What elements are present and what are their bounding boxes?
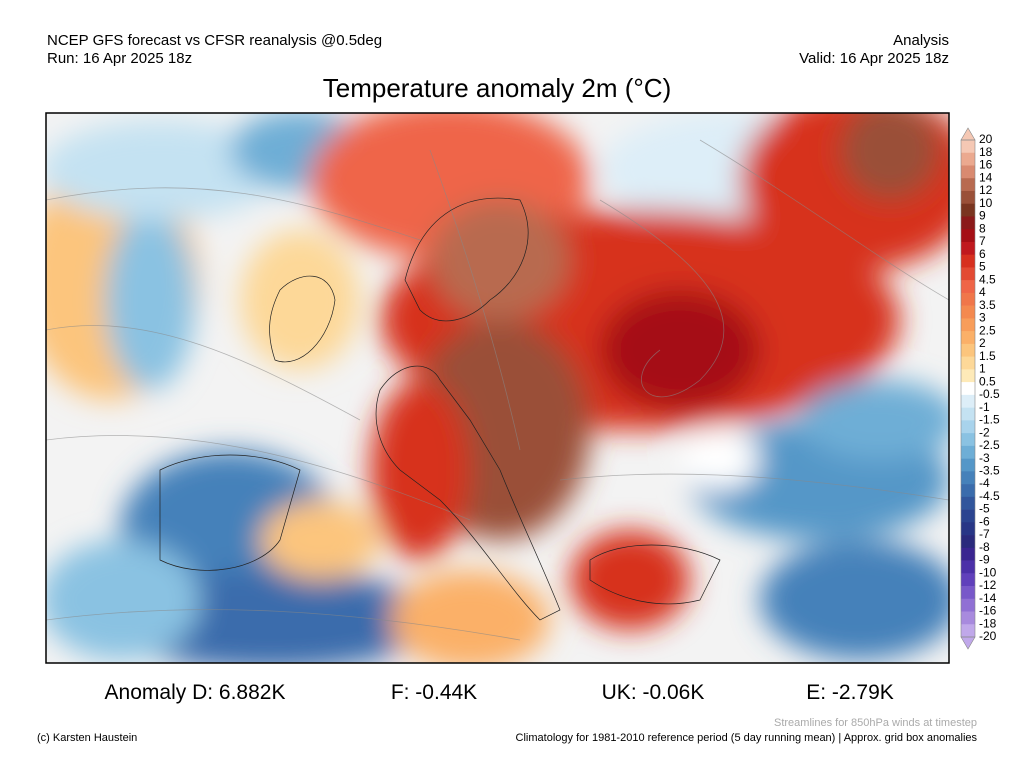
colorbar-segment — [961, 356, 975, 370]
colorbar-label: 5 — [979, 260, 986, 274]
colorbar-segment — [961, 292, 975, 306]
colorbar-label: -2 — [979, 425, 990, 439]
stat: E: -2.79K — [806, 681, 894, 704]
colorbar-segment — [961, 318, 975, 332]
colorbar-label: -9 — [979, 553, 990, 567]
colorbar: 201816141210987654.543.532.521.510.5-0.5… — [960, 127, 1000, 650]
colorbar-segment — [961, 254, 975, 268]
colorbar-segment — [961, 369, 975, 383]
colorbar-label: 9 — [979, 209, 986, 223]
colorbar-label: 3 — [979, 311, 986, 325]
colorbar-label: 16 — [979, 158, 993, 172]
colorbar-label: -8 — [979, 540, 990, 554]
map — [46, 113, 949, 663]
credit: (c) Karsten Haustein — [37, 732, 137, 744]
colorbar-label: 14 — [979, 170, 993, 184]
colorbar-label: 2.5 — [979, 323, 996, 337]
colorbar-segment — [961, 560, 975, 574]
colorbar-label: 20 — [979, 132, 993, 146]
colorbar-label: 0.5 — [979, 374, 996, 388]
colorbar-segment — [961, 611, 975, 625]
colorbar-segment — [961, 140, 975, 154]
climatology: Climatology for 1981-2010 reference peri… — [516, 732, 978, 744]
colorbar-segment — [961, 624, 975, 638]
colorbar-segment — [961, 267, 975, 281]
colorbar-label: -5 — [979, 502, 990, 516]
colorbar-segment — [961, 343, 975, 357]
colorbar-label: -2.5 — [979, 438, 1000, 452]
colorbar-label: -7 — [979, 527, 990, 541]
colorbar-label: 10 — [979, 196, 993, 210]
colorbar-frame — [960, 139, 976, 638]
colorbar-label: -0.5 — [979, 387, 1000, 401]
colorbar-segment — [961, 407, 975, 421]
colorbar-segment — [961, 305, 975, 319]
colorbar-segment — [961, 165, 975, 179]
colorbar-label: 1 — [979, 362, 986, 376]
colorbar-segment — [961, 573, 975, 587]
colorbar-segment — [961, 598, 975, 612]
colorbar-segment — [961, 458, 975, 472]
colorbar-label: -12 — [979, 578, 997, 592]
colorbar-segment — [961, 280, 975, 294]
colorbar-label: 1.5 — [979, 349, 996, 363]
stat: F: -0.44K — [391, 681, 477, 704]
colorbar-segment — [961, 535, 975, 549]
map-title: Temperature anomaly 2m (°C) — [323, 73, 672, 103]
colorbar-label: -10 — [979, 565, 997, 579]
map-frame — [45, 112, 950, 664]
colorbar-segment — [961, 241, 975, 255]
colorbar-label: -4 — [979, 476, 990, 490]
colorbar-label: -1 — [979, 400, 990, 414]
colorbar-label: -3.5 — [979, 464, 1000, 478]
colorbar-segment — [961, 496, 975, 510]
colorbar-label: 18 — [979, 145, 993, 159]
colorbar-label: 8 — [979, 221, 986, 235]
colorbar-segment — [961, 190, 975, 205]
colorbar-segment — [961, 216, 975, 230]
colorbar-label: -1.5 — [979, 413, 1000, 427]
colorbar-label: -14 — [979, 591, 997, 605]
colorbar-segment — [961, 522, 975, 536]
colorbar-cap — [960, 127, 976, 141]
header-line: Valid: 16 Apr 2025 18z — [799, 50, 949, 67]
colorbar-label: -16 — [979, 604, 997, 618]
stat: Anomaly D: 6.882K — [105, 681, 286, 704]
colorbar-label: -18 — [979, 616, 997, 630]
colorbar-segment — [961, 420, 975, 434]
colorbar-segment — [961, 331, 975, 345]
colorbar-segment — [961, 178, 975, 192]
stat: UK: -0.06K — [602, 681, 705, 704]
colorbar-segment — [961, 445, 975, 459]
colorbar-segment — [961, 203, 975, 217]
colorbar-cap — [960, 636, 976, 650]
colorbar-label: -3 — [979, 451, 990, 465]
colorbar-segment — [961, 509, 975, 523]
header-line: NCEP GFS forecast vs CFSR reanalysis @0.… — [47, 32, 382, 49]
header-line: Run: 16 Apr 2025 18z — [47, 50, 192, 67]
colorbar-label: -6 — [979, 514, 990, 528]
colorbar-label: 4.5 — [979, 272, 996, 286]
colorbar-segment — [961, 382, 975, 396]
colorbar-label: 6 — [979, 247, 986, 261]
colorbar-label: 4 — [979, 285, 986, 299]
header-line: Analysis — [893, 32, 949, 49]
colorbar-label: 3.5 — [979, 298, 996, 312]
colorbar-segment — [961, 394, 975, 408]
colorbar-label: 7 — [979, 234, 986, 248]
colorbar-segment — [961, 433, 975, 447]
colorbar-segment — [961, 547, 975, 561]
colorbar-label: 2 — [979, 336, 986, 350]
colorbar-label: 12 — [979, 183, 993, 197]
colorbar-segment — [961, 471, 975, 485]
colorbar-segment — [961, 152, 975, 166]
colorbar-segment — [961, 484, 975, 498]
note: Streamlines for 850hPa winds at timestep — [774, 717, 977, 729]
colorbar-segment — [961, 586, 975, 600]
colorbar-label: -20 — [979, 629, 997, 643]
colorbar-segment — [961, 229, 975, 243]
colorbar-label: -4.5 — [979, 489, 1000, 503]
